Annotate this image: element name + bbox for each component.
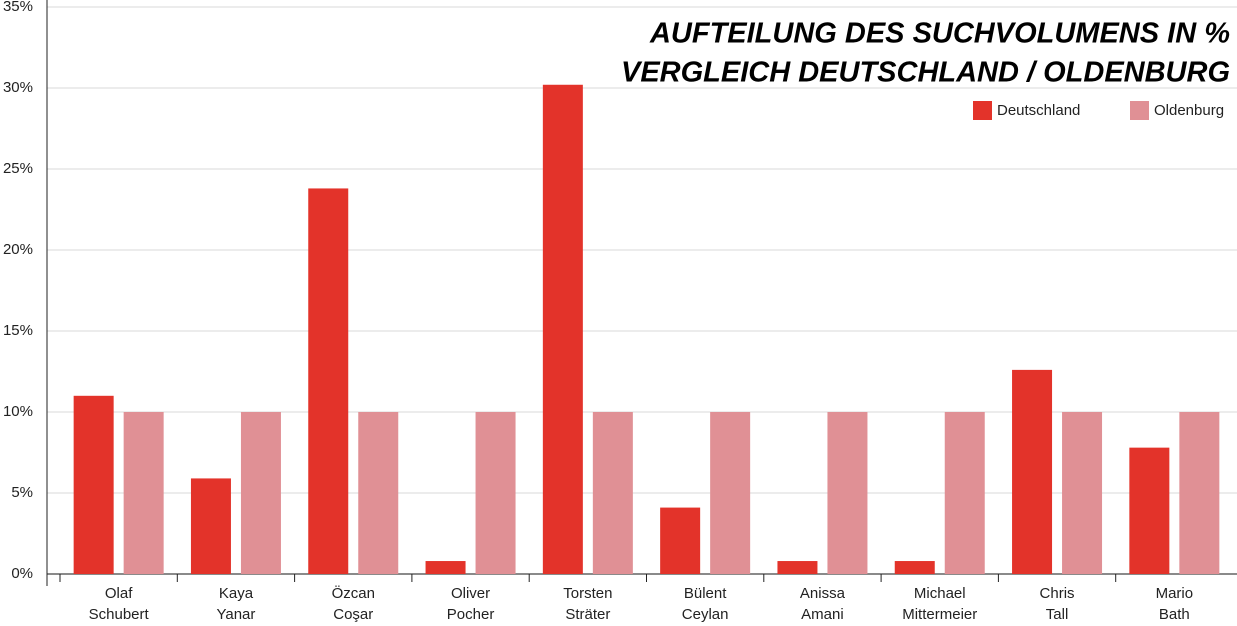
bar [123, 412, 164, 574]
x-tick-label: Chris [1040, 585, 1075, 602]
bar [894, 561, 935, 574]
x-tick-label: Sträter [565, 606, 610, 623]
y-tick-label: 0% [11, 565, 33, 582]
bar [1179, 412, 1220, 574]
x-tick-label: Ceylan [682, 606, 729, 623]
bar [710, 412, 751, 574]
bar [660, 507, 701, 574]
x-tick-label: Coşar [333, 606, 373, 623]
bar [240, 412, 281, 574]
bar [592, 412, 633, 574]
x-tick-label: Michael [914, 585, 966, 602]
y-tick-label: 10% [3, 403, 33, 420]
legend-swatch [973, 101, 992, 120]
bar [1012, 369, 1053, 574]
bar [358, 412, 399, 574]
x-tick-label: Olaf [105, 585, 133, 602]
x-tick-label: Oliver [451, 585, 490, 602]
chart-subtitle: VERGLEICH DEUTSCHLAND / OLDENBURG [621, 57, 1230, 89]
bar [475, 412, 516, 574]
legend-label: Oldenburg [1154, 102, 1224, 119]
x-tick-label: Tall [1046, 606, 1069, 623]
y-tick-label: 15% [3, 322, 33, 339]
bar [542, 84, 583, 574]
x-tick-label: Bath [1159, 606, 1190, 623]
bar [190, 478, 231, 574]
bar [308, 188, 349, 574]
x-tick-label: Amani [801, 606, 844, 623]
bar [1062, 412, 1103, 574]
y-tick-label: 30% [3, 79, 33, 96]
legend-swatch [1130, 101, 1149, 120]
y-tick-label: 25% [3, 160, 33, 177]
bar [73, 395, 114, 574]
x-tick-label: Pocher [447, 606, 495, 623]
legend-label: Deutschland [997, 102, 1080, 119]
x-tick-label: Schubert [89, 606, 150, 623]
x-tick-label: Anissa [800, 585, 846, 602]
x-tick-label: Bülent [684, 585, 727, 602]
bar [827, 412, 868, 574]
y-tick-label: 35% [3, 0, 33, 15]
bar [777, 561, 818, 574]
x-tick-label: Mario [1156, 585, 1194, 602]
x-tick-label: Mittermeier [902, 606, 977, 623]
y-tick-label: 5% [11, 484, 33, 501]
x-tick-label: Torsten [563, 585, 612, 602]
bar [944, 412, 985, 574]
y-tick-label: 20% [3, 241, 33, 258]
bar [425, 561, 466, 574]
x-tick-label: Özcan [332, 584, 375, 602]
chart-title: AUFTEILUNG DES SUCHVOLUMENS IN % [649, 18, 1230, 50]
bar [1129, 447, 1170, 574]
x-tick-label: Yanar [216, 606, 255, 623]
x-tick-label: Kaya [219, 585, 254, 602]
